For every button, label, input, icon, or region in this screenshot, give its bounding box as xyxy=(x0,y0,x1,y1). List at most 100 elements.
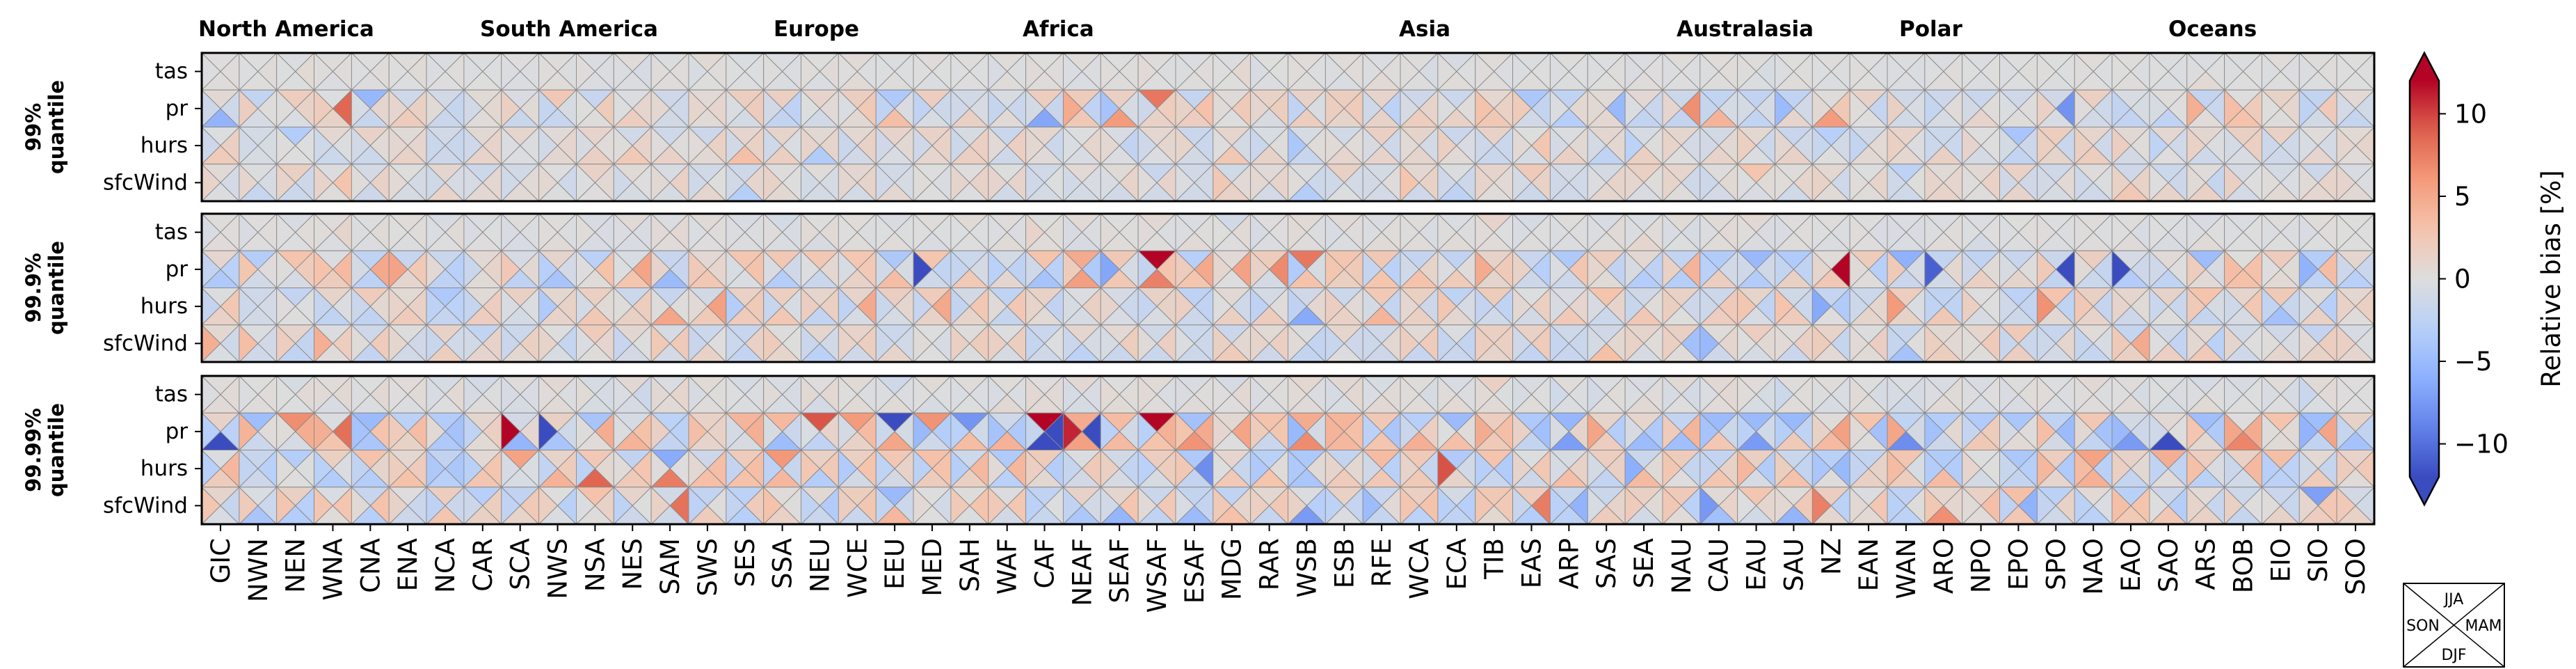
cell-triangle xyxy=(1025,89,1046,128)
colorbar-tick-label: −5 xyxy=(2454,347,2493,377)
x-tick-label: ECA xyxy=(1442,538,1472,590)
cell-triangle xyxy=(763,212,783,252)
cell-triangle xyxy=(1624,287,1645,326)
cell-triangle xyxy=(913,52,933,91)
cell-triangle xyxy=(351,287,371,326)
cell-triangle xyxy=(388,52,408,91)
cell-triangle xyxy=(913,250,933,289)
cell-triangle xyxy=(1775,375,1795,414)
cell-triangle xyxy=(726,250,746,289)
cell-triangle xyxy=(1437,126,1457,165)
cell-triangle xyxy=(1587,52,1607,91)
cell-triangle xyxy=(314,449,334,488)
panel-label-line: quantile xyxy=(45,241,68,335)
cell-triangle xyxy=(463,52,483,91)
cell-triangle xyxy=(1437,412,1457,451)
cell-triangle xyxy=(1512,250,1533,289)
cell-triangle xyxy=(1475,287,1495,326)
cell-triangle xyxy=(575,163,596,203)
cell-triangle xyxy=(1213,89,1233,128)
cell-triangle xyxy=(2111,412,2131,451)
cell-triangle xyxy=(1137,89,1158,128)
cell-triangle xyxy=(1962,212,1982,252)
cell-triangle xyxy=(1062,52,1082,91)
cell-triangle xyxy=(2074,89,2094,128)
cell-triangle xyxy=(426,126,446,165)
cell-triangle xyxy=(613,449,633,488)
cell-triangle xyxy=(1175,212,1195,252)
cell-triangle xyxy=(1475,449,1495,488)
cell-triangle xyxy=(2186,126,2207,165)
cell-triangle xyxy=(276,486,296,526)
cell-triangle xyxy=(950,250,970,289)
x-tick-label: CAF xyxy=(1030,538,1060,588)
cell-triangle xyxy=(314,52,334,91)
cell-triangle xyxy=(1699,375,1720,414)
cell-triangle xyxy=(1475,412,1495,451)
cell-triangle xyxy=(2036,412,2056,451)
cell-triangle xyxy=(2224,52,2244,91)
cell-triangle xyxy=(1025,449,1046,488)
cell-triangle xyxy=(2111,375,2131,414)
y-tick-label: hurs xyxy=(141,133,188,158)
x-tick-label: EAN xyxy=(1854,538,1884,591)
cell-triangle xyxy=(1213,412,1233,451)
cell-triangle xyxy=(1811,449,1832,488)
cell-triangle xyxy=(2298,126,2319,165)
cell-triangle xyxy=(1549,52,1569,91)
cell-triangle xyxy=(575,449,596,488)
cell-triangle xyxy=(801,287,821,326)
cell-triangle xyxy=(1624,212,1645,252)
cell-triangle xyxy=(1549,324,1569,363)
cell-triangle xyxy=(2111,287,2131,326)
cell-triangle xyxy=(1699,412,1720,451)
cell-triangle xyxy=(1849,163,1869,203)
cell-triangle xyxy=(1437,212,1457,252)
cell-triangle xyxy=(1062,126,1082,165)
cell-triangle xyxy=(1887,287,1907,326)
cell-triangle xyxy=(1999,52,2019,91)
cell-triangle xyxy=(1025,412,1046,451)
x-tick-label: SOO xyxy=(2341,538,2371,595)
cell-triangle xyxy=(1175,163,1195,203)
cell-triangle xyxy=(875,212,895,252)
cell-triangle xyxy=(613,212,633,252)
cell-triangle xyxy=(1999,163,2019,203)
cell-triangle xyxy=(726,52,746,91)
cell-triangle xyxy=(2186,324,2207,363)
x-tick-label: EAO xyxy=(2116,538,2146,592)
cell-triangle xyxy=(538,324,559,363)
cell-triangle xyxy=(388,89,408,128)
x-tick-label: SWS xyxy=(693,538,723,597)
cell-triangle xyxy=(1924,89,1944,128)
cell-triangle xyxy=(1624,324,1645,363)
cell-triangle xyxy=(2074,163,2094,203)
cell-triangle xyxy=(1887,486,1907,526)
cell-triangle xyxy=(1999,126,2019,165)
cell-triangle xyxy=(1175,89,1195,128)
cell-triangle xyxy=(501,52,521,91)
cell-triangle xyxy=(1400,486,1420,526)
cell-triangle xyxy=(1213,324,1233,363)
cell-triangle xyxy=(239,163,259,203)
cell-triangle xyxy=(950,212,970,252)
y-tick-label: tas xyxy=(155,59,188,84)
cell-triangle xyxy=(501,163,521,203)
continent-label: Asia xyxy=(1399,17,1450,42)
cell-triangle xyxy=(1587,412,1607,451)
x-tick-label: CNA xyxy=(355,538,385,593)
cell-triangle xyxy=(1213,163,1233,203)
cell-triangle xyxy=(501,126,521,165)
colorbar-max-extension xyxy=(2410,53,2439,81)
cell-triangle xyxy=(1737,324,1757,363)
cell-triangle xyxy=(1662,324,1682,363)
panel-label-line: quantile xyxy=(45,80,68,174)
y-tick-label: tas xyxy=(155,220,188,245)
cell-triangle xyxy=(2186,449,2207,488)
cell-triangle xyxy=(2149,89,2169,128)
cell-triangle xyxy=(1250,449,1270,488)
cell-triangle xyxy=(2149,212,2169,252)
cell-triangle xyxy=(1437,324,1457,363)
cell-triangle xyxy=(2336,412,2356,451)
cell-triangle xyxy=(1587,375,1607,414)
